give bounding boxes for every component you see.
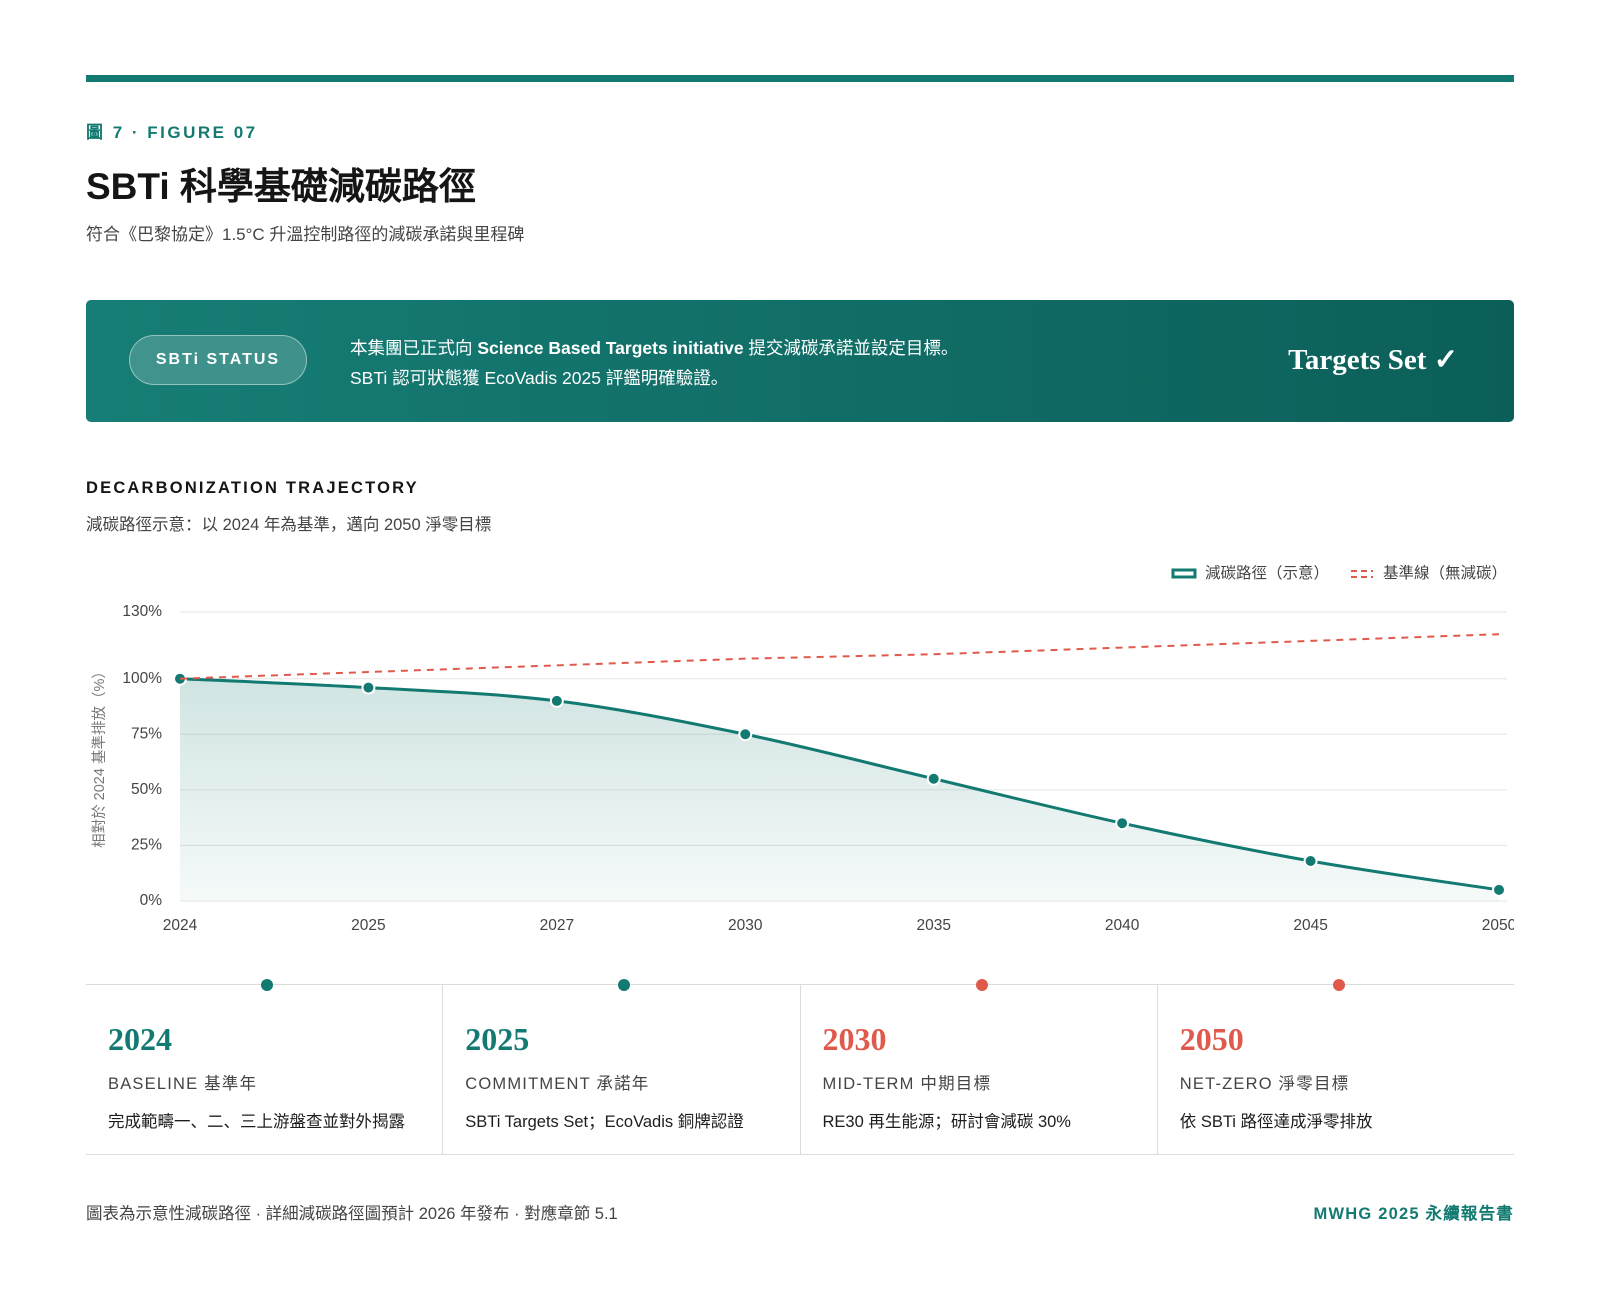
- milestone-label: COMMITMENT 承諾年: [465, 1075, 650, 1093]
- legend-swatch: [1171, 568, 1197, 579]
- data-point: [1492, 882, 1506, 897]
- y-tick-label: 0%: [140, 892, 163, 909]
- figure-label: 圖 7 · FIGURE 07: [86, 123, 258, 142]
- x-tick-label: 2050: [1482, 917, 1514, 934]
- text: 本集團已正式向: [350, 338, 478, 358]
- banner-line: SBTi 認可狀態獲 EcoVadis 2025 評鑑明確驗證。: [350, 368, 729, 388]
- status-badge: SBTi STATUS: [129, 335, 307, 385]
- milestone-label: NET-ZERO 淨零目標: [1179, 1075, 1350, 1093]
- status-value: Targets Set ✓: [1288, 344, 1458, 376]
- data-point: [926, 771, 941, 786]
- milestone-card: 2030 MID-TERM 中期目標 RE30 再生能源；研討會減碳 30%: [799, 979, 1157, 1154]
- series-line: [179, 633, 1500, 680]
- text-bold: Science Based Targets initiative: [477, 338, 744, 358]
- y-axis-label: 相對於 2024 基準排放（%）: [91, 664, 108, 848]
- x-tick-label: 2035: [916, 917, 950, 934]
- y-tick-label: 75%: [131, 725, 162, 742]
- data-point: [549, 693, 564, 708]
- chart: 相對於 2024 基準排放（%） 0% 25% 50% 75% 100% 130% 2024…: [91, 563, 1514, 934]
- y-tick-label: 130%: [122, 603, 162, 620]
- milestone-year: 2050: [1179, 1021, 1244, 1057]
- y-tick-label: 100%: [122, 670, 162, 687]
- text: 提交減碳承諾並設定目標。: [743, 338, 959, 358]
- data-point: [1303, 853, 1318, 868]
- milestone-desc: RE30 再生能源；研討會減碳 30%: [822, 1113, 1071, 1131]
- x-tick-label: 2040: [1105, 917, 1140, 934]
- milestone-label: MID-TERM 中期目標: [822, 1075, 992, 1093]
- milestone-card: 2024 BASELINE 基準年完成範疇一、二、三上游盤查並對外揭露: [86, 979, 442, 1154]
- milestone-desc: 完成範疇一、二、三上游盤查並對外揭露: [108, 1113, 405, 1131]
- data-point: [738, 727, 753, 742]
- legend-label: 減碳路徑（示意）: [1205, 563, 1329, 582]
- y-tick-label: 25%: [131, 837, 162, 854]
- data-point: [361, 680, 376, 695]
- banner-line: 本集團已正式向 Science Based Targets initiative…: [350, 333, 958, 363]
- milestones: 2024 BASELINE 基準年完成範疇一、二、三上游盤查並對外揭露 2025 CO…: [86, 979, 1514, 1155]
- milestone-dot: [1332, 979, 1345, 991]
- milestone-card: 2050 NET-ZERO 淨零目標依 SBTi 路徑達成淨零排放: [1156, 979, 1514, 1154]
- x-tick-label: 2027: [540, 917, 574, 934]
- banner-text: 本集團已正式向 Science Based Targets initiative…: [350, 333, 958, 393]
- top-rule: [86, 75, 1514, 82]
- status-banner: SBTi STATUS 本集團已正式向 Science Based Target…: [86, 300, 1514, 422]
- x-tick-label: 2045: [1293, 917, 1327, 934]
- section-subtitle: 減碳路徑示意：以 2024 年為基準，邁向 2050 淨零目標: [86, 516, 492, 534]
- milestone-card: 2025 COMMITMENT 承諾年 SBTi Targets Set；EcoVa…: [442, 979, 799, 1154]
- milestone-year: 2025: [465, 1021, 530, 1057]
- area: [180, 678, 1499, 901]
- title: SBTi 科學基礎減碳路徑: [86, 166, 476, 207]
- x-tick-label: 2030: [728, 917, 763, 934]
- x-tick-label: 2025: [351, 917, 385, 934]
- milestone-year: 2030: [822, 1021, 887, 1057]
- footer-note: 圖表為示意性減碳路徑 · 詳細減碳路徑圖預計 2026 年發布 · 對應章節 5…: [86, 1205, 618, 1223]
- data-point: [1115, 816, 1130, 831]
- milestone-desc: 依 SBTi 路徑達成淨零排放: [1179, 1113, 1373, 1131]
- milestone-dot: [618, 979, 631, 991]
- x-tick-label: 2024: [163, 917, 198, 934]
- milestone-dot: [261, 979, 273, 991]
- milestone-label: BASELINE 基準年: [108, 1075, 258, 1093]
- legend-label: 基準線（無減碳）: [1383, 564, 1507, 582]
- milestone-year: 2024: [108, 1021, 172, 1057]
- footer-brand: MWHG 2025 永續報告書: [1313, 1205, 1514, 1223]
- y-tick-label: 50%: [131, 781, 162, 798]
- subtitle: 符合《巴黎協定》1.5°C 升溫控制路徑的減碳承諾與里程碑: [86, 225, 525, 244]
- milestone-dot: [975, 979, 988, 991]
- section-title: DECARBONIZATION TRAJECTORY: [86, 479, 419, 497]
- milestone-desc: SBTi Targets Set；EcoVadis 銅牌認證: [465, 1113, 744, 1131]
- series-line: [179, 677, 1500, 892]
